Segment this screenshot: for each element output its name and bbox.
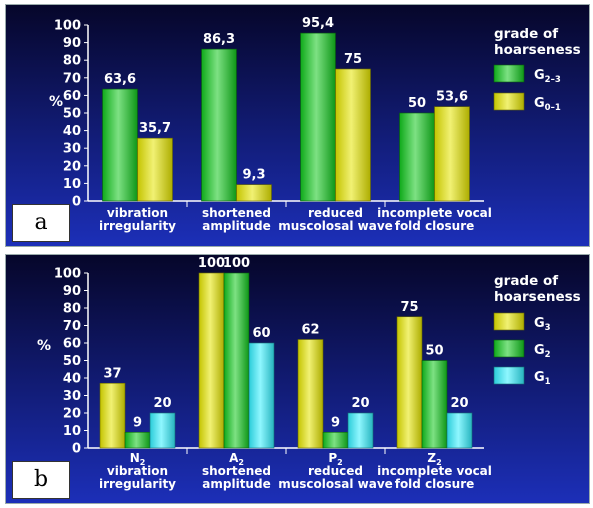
y-tick-label: 20	[63, 407, 81, 422]
x-category-label: vibration	[107, 464, 168, 478]
bar	[124, 431, 151, 449]
bar-value-label: 75	[344, 52, 362, 67]
bar-value-label: 100	[223, 256, 250, 271]
bar	[248, 342, 275, 449]
bar-value-label: 20	[153, 396, 171, 411]
x-category-label: irregularity	[99, 477, 176, 491]
legend-swatch	[493, 339, 525, 358]
bar-value-label: 53,6	[436, 90, 468, 105]
bar-value-label: 9,3	[242, 168, 265, 183]
bar-value-label: 37	[103, 366, 121, 381]
bar-value-label: 50	[408, 96, 426, 111]
bar-value-label: 63,6	[104, 72, 136, 87]
y-tick-label: 80	[63, 54, 81, 69]
bar	[236, 184, 272, 202]
y-tick-label: 50	[63, 354, 81, 369]
y-tick-label: 40	[63, 372, 81, 387]
y-tick-label: 90	[63, 36, 81, 51]
legend-swatch	[493, 366, 525, 385]
chart-panel-a: 0 10 20 30 40 50 60 70 80 90 100% 63,6 35,7 vibration…	[5, 4, 590, 247]
x-category-label: amplitude	[202, 219, 270, 233]
x-category-label: shortened	[202, 464, 271, 478]
bar-value-label: 9	[133, 415, 142, 430]
bar-value-label: 20	[351, 396, 369, 411]
bar	[102, 88, 138, 202]
x-category-label: irregularity	[99, 219, 176, 233]
y-tick-label: 30	[63, 389, 81, 404]
legend-title: grade of	[494, 273, 558, 289]
bar	[347, 412, 374, 449]
bar	[137, 137, 173, 202]
bar-value-label: 9	[331, 415, 340, 430]
chart-a-svg: 0 10 20 30 40 50 60 70 80 90 100% 63,6 35,7 vibration…	[6, 5, 589, 246]
x-category-label: reduced	[308, 206, 363, 220]
x-category-label: muscolosal wave	[278, 477, 393, 491]
bar-value-label: 35,7	[139, 121, 171, 136]
y-tick-label: 70	[63, 319, 81, 334]
y-tick-label: 30	[63, 142, 81, 157]
y-tick-label: 80	[63, 302, 81, 317]
panel-label-b: b	[12, 461, 70, 499]
y-axis-label: %	[37, 338, 51, 354]
x-category-label: incomplete vocal	[377, 206, 492, 220]
y-tick-label: 100	[54, 19, 81, 34]
y-tick-label: 50	[63, 107, 81, 122]
bar-value-label: 62	[301, 323, 319, 338]
y-tick-label: 40	[63, 124, 81, 139]
bar	[421, 360, 448, 449]
y-axis-label: %	[49, 94, 63, 110]
bar-value-label: 95,4	[302, 16, 334, 31]
bar	[297, 339, 324, 449]
chart-panel-b: 0 10 20 30 40 50 60 70 80 90 100% 37 9 20 N2 vibration i…	[5, 254, 590, 504]
x-category-label: muscolosal wave	[278, 219, 393, 233]
x-category-label: incomplete vocal	[377, 464, 492, 478]
bar	[434, 106, 470, 202]
x-category-label: shortened	[202, 206, 271, 220]
chart-background	[6, 255, 589, 503]
bar-value-label: 50	[425, 344, 443, 359]
bar	[335, 68, 371, 202]
y-tick-label: 60	[63, 337, 81, 352]
bar	[322, 431, 349, 449]
legend-swatch	[493, 92, 525, 111]
y-tick-label: 10	[63, 424, 81, 439]
legend-title: hoarseness	[494, 42, 581, 58]
bar-value-label: 60	[252, 326, 270, 341]
x-category-label: reduced	[308, 464, 363, 478]
bar	[99, 382, 126, 449]
panel-label-a: a	[12, 204, 70, 242]
y-tick-label: 10	[63, 177, 81, 192]
bar	[446, 412, 473, 449]
legend-title: hoarseness	[494, 289, 581, 305]
y-tick-label: 0	[72, 442, 81, 457]
y-tick-label: 60	[63, 89, 81, 104]
bar-value-label: 86,3	[203, 32, 235, 47]
bar	[198, 272, 225, 449]
legend-swatch	[493, 312, 525, 331]
bar-value-label: 100	[198, 256, 225, 271]
legend-title: grade of	[494, 26, 558, 42]
chart-b-svg: 0102030405060708090100%37920N2vibrationi…	[6, 255, 589, 503]
x-category-label: vibration	[107, 206, 168, 220]
bar-value-label: 20	[450, 396, 468, 411]
bar	[149, 412, 176, 449]
y-tick-label: 0	[72, 195, 81, 210]
bar	[201, 48, 237, 202]
x-category-label: fold closure	[395, 219, 475, 233]
x-category-label: amplitude	[202, 477, 270, 491]
y-tick-label: 90	[63, 284, 81, 299]
legend-swatch	[493, 64, 525, 83]
y-tick-label: 20	[63, 159, 81, 174]
bar	[399, 112, 435, 202]
x-category-label: fold closure	[395, 477, 475, 491]
bar	[223, 272, 250, 449]
bar	[396, 316, 423, 449]
y-tick-label: 70	[63, 71, 81, 86]
y-tick-label: 100	[54, 267, 81, 282]
bar	[300, 32, 336, 202]
bar-value-label: 75	[400, 300, 418, 315]
